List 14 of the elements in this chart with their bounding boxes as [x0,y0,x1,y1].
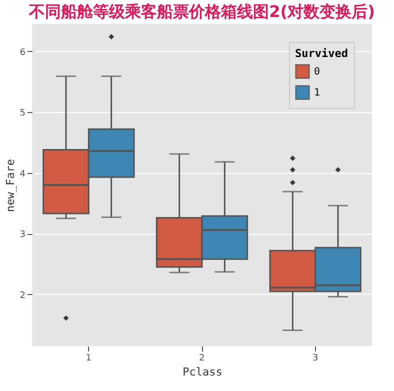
y-axis-title: new_Fare [4,159,17,212]
y-tick-label: 5 [20,108,26,119]
y-tick-label: 6 [20,48,26,58]
x-tick-label: 3 [312,354,318,364]
x-axis-title: Pclass [182,366,222,378]
legend-title: Survived [295,47,348,60]
y-tick-label: 2 [20,290,26,301]
y-tick-label: 3 [20,230,26,240]
x-tick-label: 2 [199,354,205,364]
y-tick-label: 4 [20,169,26,180]
chart-title: 不同船舱等级乘客船票价格箱线图2(对数变换后) [28,2,375,21]
x-tick-label: 1 [86,354,92,364]
legend-label: 0 [314,66,320,78]
legend-label: 1 [314,88,320,98]
